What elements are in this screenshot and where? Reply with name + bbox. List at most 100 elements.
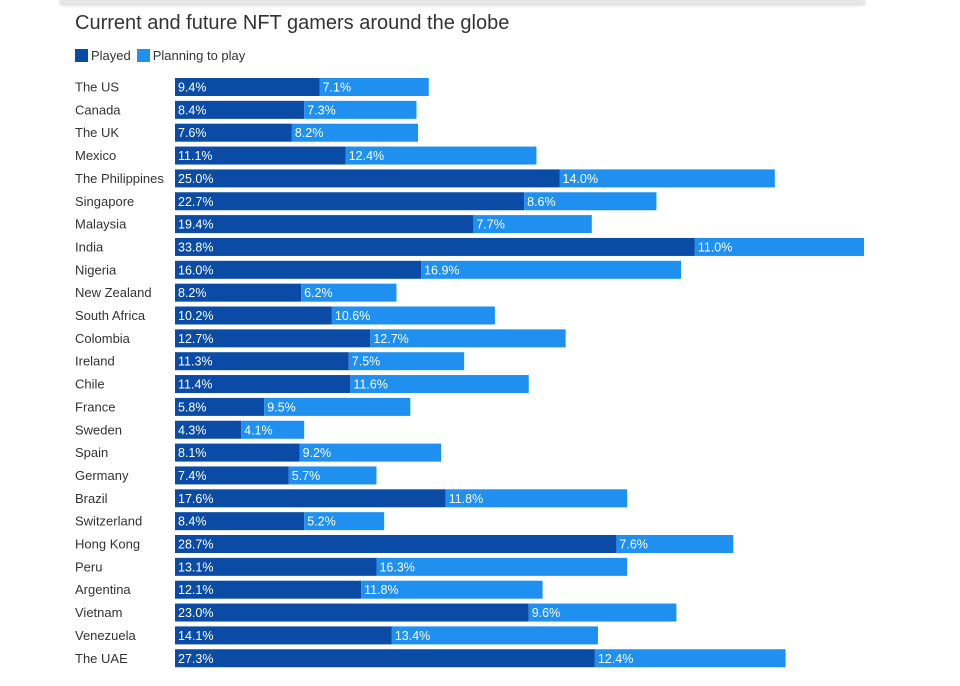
data-label: 17.6%	[178, 492, 213, 506]
bar-played	[175, 352, 349, 371]
bar-planning	[301, 283, 397, 302]
bar-planning	[594, 649, 786, 668]
category-label: Venezuela	[75, 628, 136, 643]
bar-planning	[361, 580, 543, 599]
category-label: Nigeria	[75, 262, 117, 277]
data-label: 7.1%	[323, 81, 352, 95]
bar-played	[175, 260, 422, 279]
data-label: 13.1%	[178, 560, 213, 574]
data-label: 7.4%	[178, 469, 207, 483]
category-label: The US	[75, 80, 119, 95]
bar-played	[175, 329, 371, 348]
bar-played	[175, 78, 320, 96]
bar-planning	[370, 329, 566, 348]
data-label: 5.8%	[178, 400, 207, 414]
data-label: 25.0%	[178, 172, 213, 186]
bar-played	[175, 649, 595, 668]
bar-played	[175, 466, 289, 485]
data-label: 9.5%	[267, 400, 296, 414]
data-label: 9.6%	[532, 606, 561, 620]
data-label: 11.6%	[353, 378, 388, 392]
data-label: 19.4%	[178, 218, 213, 232]
data-label: 8.6%	[527, 195, 556, 209]
category-label: Brazil	[75, 491, 108, 506]
data-label: 8.2%	[295, 126, 324, 140]
data-label: 8.4%	[178, 103, 207, 117]
legend-item-played: Played	[75, 48, 131, 63]
bar-played	[175, 557, 377, 576]
bar-played	[175, 603, 529, 622]
data-label: 27.3%	[178, 652, 213, 666]
category-label: Canada	[75, 102, 121, 117]
category-label: South Africa	[75, 308, 146, 323]
category-label: Malaysia	[75, 217, 127, 232]
data-label: 11.8%	[364, 583, 399, 597]
category-label: New Zealand	[75, 285, 152, 300]
data-label: 10.6%	[335, 309, 370, 323]
data-label: 9.4%	[178, 81, 207, 95]
bar-played	[175, 375, 351, 394]
bar-played	[175, 146, 346, 165]
category-label: Switzerland	[75, 514, 142, 529]
bar-played	[175, 215, 474, 234]
data-label: 33.8%	[178, 240, 213, 254]
data-label: 7.6%	[619, 538, 648, 552]
data-label: 23.0%	[178, 606, 213, 620]
data-label: 16.9%	[424, 263, 459, 277]
data-label: 6.2%	[304, 286, 333, 300]
data-label: 14.0%	[563, 172, 598, 186]
data-label: 12.7%	[373, 332, 408, 346]
data-label: 7.3%	[307, 103, 336, 117]
category-label: Singapore	[75, 194, 134, 209]
data-label: 13.4%	[395, 629, 430, 643]
bar-planning	[348, 352, 465, 371]
data-label: 7.6%	[178, 126, 207, 140]
data-label: 7.7%	[476, 218, 505, 232]
bar-played	[175, 443, 300, 462]
data-label: 11.0%	[698, 240, 733, 254]
data-label: 22.7%	[178, 195, 213, 209]
bar-played	[175, 535, 617, 553]
bar-played	[175, 420, 242, 439]
category-label: The Philippines	[75, 171, 164, 186]
data-label: 7.5%	[352, 355, 381, 369]
bar-planning	[319, 78, 429, 96]
bar-planning	[559, 169, 775, 188]
bar-planning	[473, 215, 592, 234]
chart-title: Current and future NFT gamers around the…	[75, 12, 510, 34]
data-label: 5.7%	[292, 469, 321, 483]
category-label: Germany	[75, 468, 129, 483]
data-label: 9.2%	[303, 446, 332, 460]
category-label: Vietnam	[75, 605, 122, 620]
data-label: 12.4%	[598, 652, 633, 666]
data-label: 5.2%	[307, 515, 336, 529]
data-label: 4.3%	[178, 423, 207, 437]
bar-planning	[299, 443, 442, 462]
bar-planning	[291, 123, 419, 142]
category-label: India	[75, 239, 104, 254]
category-label: Peru	[75, 559, 102, 574]
bar-played	[175, 489, 446, 508]
category-label: Mexico	[75, 148, 116, 163]
legend: Played Planning to play	[75, 48, 251, 63]
data-label: 10.2%	[178, 309, 213, 323]
data-label: 8.4%	[178, 515, 207, 529]
bar-played	[175, 626, 392, 645]
legend-swatch	[75, 49, 88, 62]
data-label: 16.3%	[379, 560, 414, 574]
bar-planning	[445, 489, 628, 508]
bar-planning	[345, 146, 537, 165]
data-label: 12.7%	[178, 332, 213, 346]
bar-planning	[694, 237, 865, 256]
legend-label: Played	[91, 48, 131, 63]
legend-item-planning: Planning to play	[136, 48, 245, 63]
data-label: 8.2%	[178, 286, 207, 300]
category-label: Colombia	[75, 331, 131, 346]
bar-planning	[288, 466, 377, 485]
category-label: Sweden	[75, 422, 122, 437]
category-label: The UAE	[75, 651, 128, 666]
category-label: Ireland	[75, 354, 115, 369]
bar-planning	[524, 192, 657, 211]
bar-planning	[264, 397, 411, 416]
